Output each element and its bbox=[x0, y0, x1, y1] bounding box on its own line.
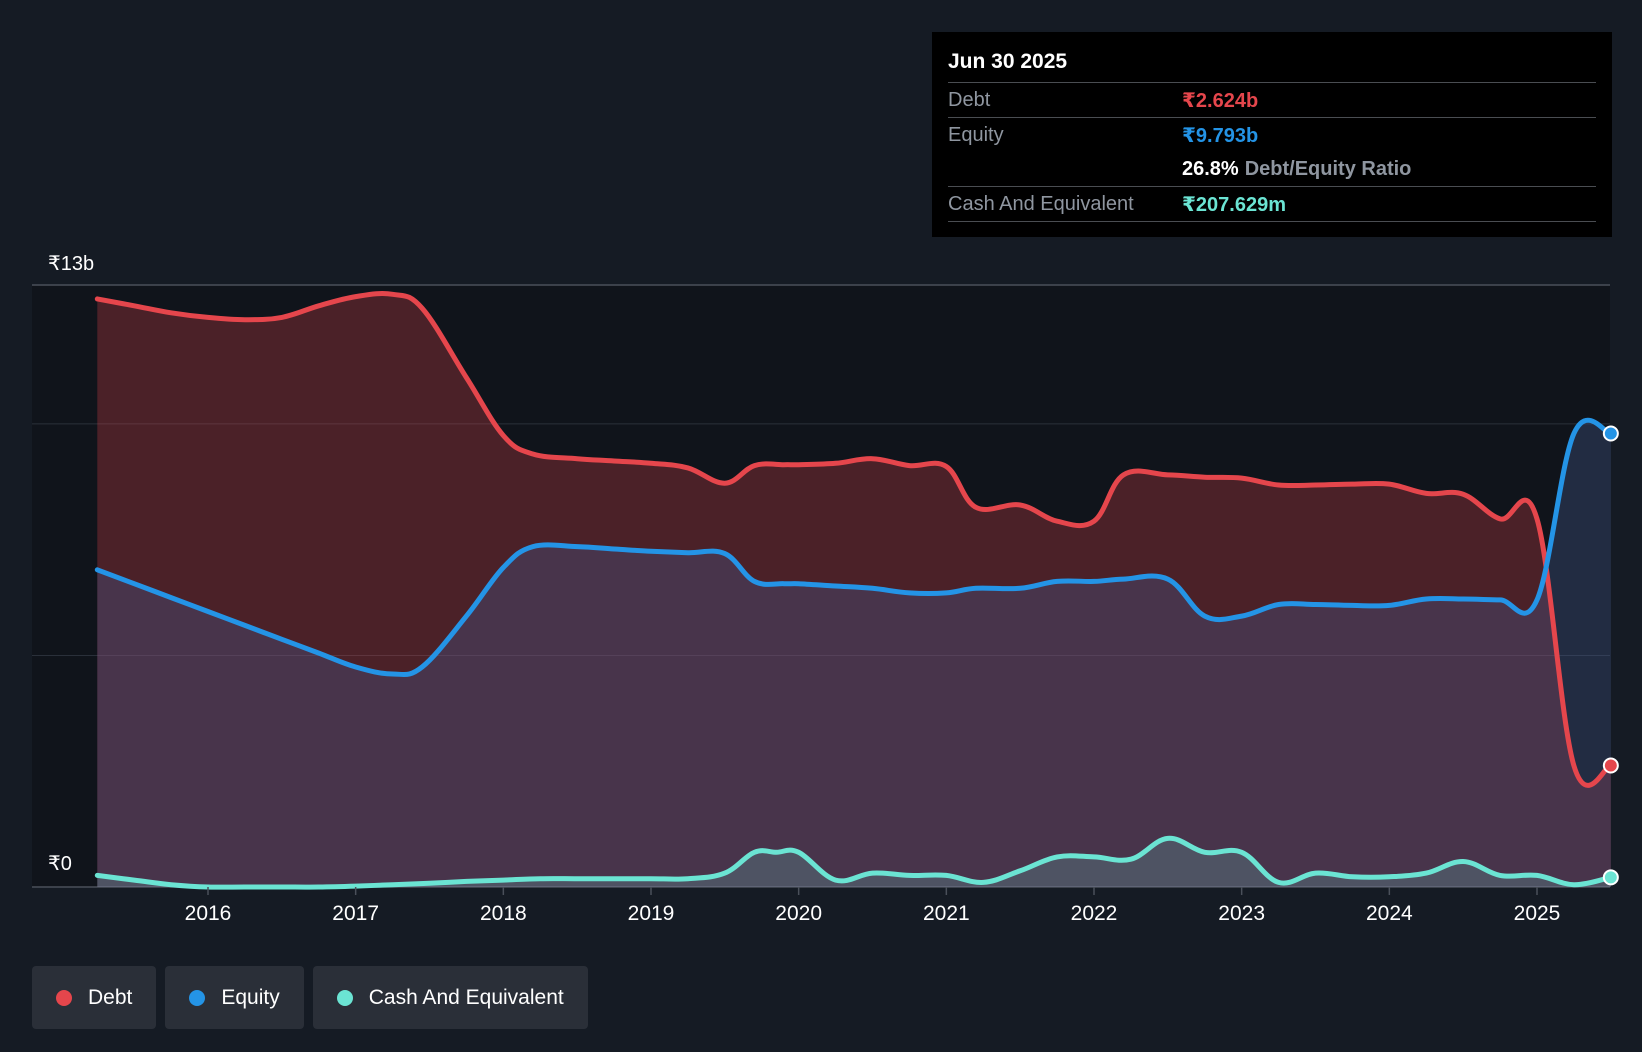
equity-line bbox=[94, 417, 1614, 678]
x-tick-label-2021: 2021 bbox=[923, 902, 970, 925]
x-axis-ticks: 2016 2017 2018 2019 2020 2021 2022 2023 2024 2025 bbox=[185, 887, 1561, 925]
tooltip-equity-row: Equity ₹9.793b bbox=[948, 117, 1596, 152]
legend-label-equity: Equity bbox=[221, 985, 280, 1009]
legend-label-debt: Debt bbox=[88, 985, 133, 1009]
x-tick-label-2023: 2023 bbox=[1218, 902, 1265, 925]
x-tick-label-2016: 2016 bbox=[185, 902, 232, 925]
tooltip-date: Jun 30 2025 bbox=[948, 50, 1068, 73]
debt-end-marker bbox=[1602, 757, 1619, 774]
equity-end-marker bbox=[1602, 425, 1619, 442]
x-tick-label-2018: 2018 bbox=[480, 902, 527, 925]
legend-dot-debt bbox=[56, 989, 72, 1006]
tooltip-cash-row: Cash And Equivalent ₹207.629m bbox=[948, 186, 1596, 222]
x-tick-label-2017: 2017 bbox=[332, 902, 379, 925]
x-tick-label-2019: 2019 bbox=[628, 902, 675, 925]
tooltip-equity-label: Equity bbox=[948, 123, 1004, 146]
cash-line bbox=[94, 835, 1614, 890]
tooltip-panel: Jun 30 2025 Debt ₹2.624b Equity ₹9.793b … bbox=[932, 32, 1612, 237]
x-tick-label-2024: 2024 bbox=[1366, 902, 1413, 925]
legend-item-cash[interactable]: Cash And Equivalent bbox=[312, 966, 588, 1029]
debt-area bbox=[97, 293, 1611, 887]
series-lines bbox=[94, 290, 1614, 890]
debt-line bbox=[94, 290, 1614, 788]
tooltip-ratio-row: 26.8% Debt/Equity Ratio bbox=[948, 152, 1596, 186]
tooltip-cash-value: ₹207.629m bbox=[1182, 193, 1286, 216]
y-max-label: ₹13b bbox=[48, 253, 94, 275]
tooltip-debt-row: Debt ₹2.624b bbox=[948, 82, 1596, 117]
tooltip-equity-value: ₹9.793b bbox=[1182, 124, 1259, 147]
cash-end-marker bbox=[1602, 869, 1619, 886]
legend-item-equity[interactable]: Equity bbox=[165, 966, 304, 1029]
legend-dot-equity bbox=[189, 989, 206, 1006]
legend-dot-cash bbox=[336, 989, 353, 1006]
end-markers bbox=[1602, 425, 1619, 886]
equity-area bbox=[97, 420, 1611, 887]
tooltip-cash-label: Cash And Equivalent bbox=[948, 192, 1134, 215]
y-min-label: ₹0 bbox=[48, 853, 72, 875]
tooltip-ratio-value: 26.8% bbox=[1182, 157, 1239, 180]
legend: Debt Equity Cash And Equivalent bbox=[32, 966, 588, 1029]
x-tick-label-2020: 2020 bbox=[775, 902, 822, 925]
x-tick-label-2022: 2022 bbox=[1071, 902, 1118, 925]
legend-item-debt[interactable]: Debt bbox=[32, 966, 157, 1029]
legend-label-cash: Cash And Equivalent bbox=[368, 985, 564, 1009]
tooltip-ratio-label: Debt/Equity Ratio bbox=[1244, 157, 1412, 180]
tooltip-debt-value: ₹2.624b bbox=[1182, 89, 1259, 112]
x-tick-label-2025: 2025 bbox=[1514, 902, 1561, 925]
tooltip-debt-label: Debt bbox=[948, 88, 991, 111]
